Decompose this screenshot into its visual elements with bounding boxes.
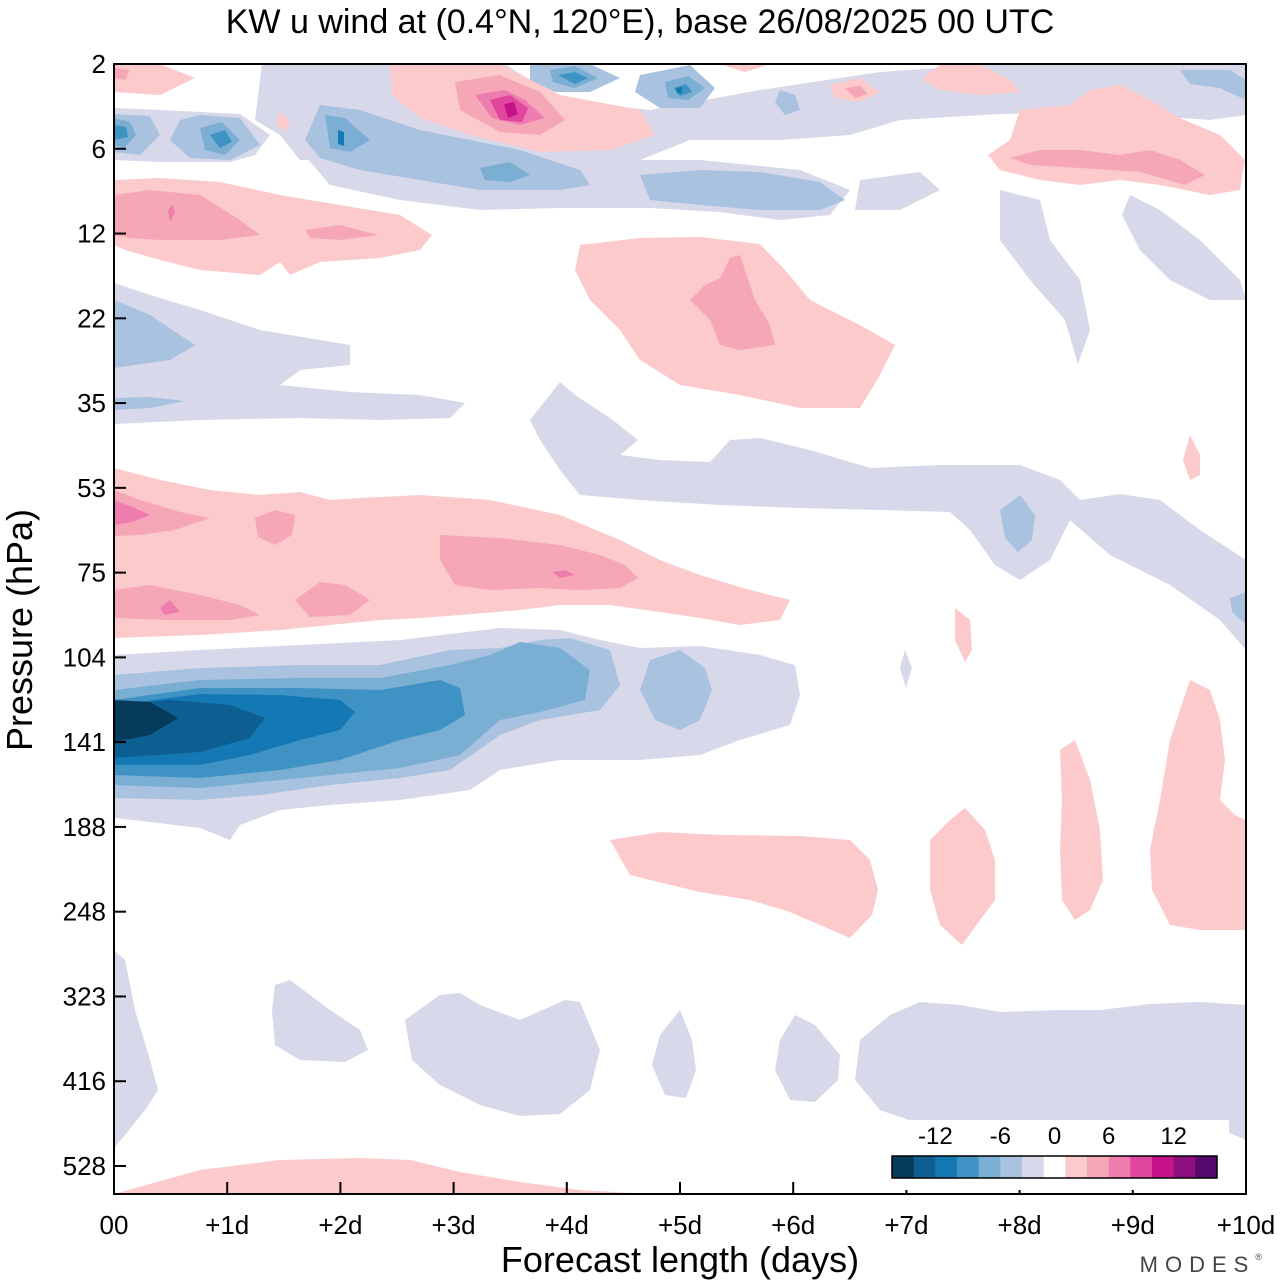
y-tick-label: 22 — [77, 303, 106, 333]
colorbar-swatch — [1000, 1156, 1023, 1178]
y-tick-label: 53 — [77, 473, 106, 503]
chart-title: KW u wind at (0.4°N, 120°E), base 26/08/… — [225, 3, 1055, 41]
y-tick-label: 141 — [63, 727, 106, 757]
brand-mark: ® — [1255, 1252, 1262, 1262]
x-tick-label: +9d — [1111, 1210, 1155, 1240]
x-tick-label: +10d — [1217, 1210, 1276, 1240]
colorbar-label: -12 — [918, 1123, 953, 1150]
y-tick-label: 104 — [63, 642, 106, 672]
colorbar-swatch — [1043, 1156, 1066, 1178]
y-tick-label: 75 — [77, 558, 106, 588]
colorbar: -12 -6 0 6 12 — [888, 1120, 1229, 1190]
contour-level-pos10 — [504, 102, 518, 118]
x-axis-label: Forecast length (days) — [500, 1239, 860, 1280]
y-tick-label: 416 — [63, 1066, 106, 1096]
colorbar-swatch — [913, 1156, 936, 1178]
contour-level-neg14 — [114, 700, 178, 742]
x-tick-label: +6d — [771, 1210, 815, 1240]
colorbar-label: 0 — [1048, 1123, 1061, 1150]
y-tick-label: 248 — [63, 897, 106, 927]
colorbar-swatch — [1173, 1156, 1196, 1178]
x-tick-label: +7d — [884, 1210, 928, 1240]
colorbar-swatch — [1108, 1156, 1131, 1178]
y-tick-label: 188 — [63, 812, 106, 842]
y-tick-label: 528 — [63, 1151, 106, 1181]
colorbar-swatch — [1022, 1156, 1045, 1178]
colorbar-frame — [891, 1155, 1218, 1179]
y-tick-label: 323 — [63, 981, 106, 1011]
x-tick-label: +2d — [318, 1210, 362, 1240]
y-tick-label: 12 — [77, 219, 106, 249]
y-axis: 2 6 12 22 35 53 75 104 141 188 248 323 416 528 — [63, 49, 126, 1181]
x-tick-label: 00 — [100, 1210, 129, 1240]
y-tick-label: 2 — [92, 49, 106, 79]
colorbar-label: 12 — [1160, 1123, 1187, 1150]
colorbar-swatch — [978, 1156, 1001, 1178]
x-tick-label: +3d — [432, 1210, 476, 1240]
y-axis-label: Pressure (hPa) — [0, 508, 40, 752]
colorbar-swatch — [1130, 1156, 1153, 1178]
colorbar-swatch — [1152, 1156, 1175, 1178]
x-tick-label: +4d — [545, 1210, 589, 1240]
colorbar-swatch — [935, 1156, 958, 1178]
colorbar-swatch — [957, 1156, 980, 1178]
x-tick-label: +8d — [998, 1210, 1042, 1240]
brand-text: MODES — [1139, 1252, 1256, 1277]
colorbar-label: 6 — [1102, 1123, 1115, 1150]
colorbar-label: -6 — [990, 1123, 1011, 1150]
y-tick-label: 6 — [92, 134, 106, 164]
colorbar-swatch — [892, 1156, 915, 1178]
plot-area — [114, 64, 1246, 1194]
x-axis: 00 +1d +2d +3d +4d +5d +6d +7d +8d +9d +10d — [100, 1182, 1276, 1240]
colorbar-swatch — [1087, 1156, 1110, 1178]
brand-logo: MODES® — [1140, 1252, 1262, 1278]
colorbar-swatch — [1195, 1156, 1218, 1178]
x-tick-label: +1d — [205, 1210, 249, 1240]
y-tick-label: 35 — [77, 388, 106, 418]
x-tick-label: +5d — [658, 1210, 702, 1240]
colorbar-swatch — [1065, 1156, 1088, 1178]
